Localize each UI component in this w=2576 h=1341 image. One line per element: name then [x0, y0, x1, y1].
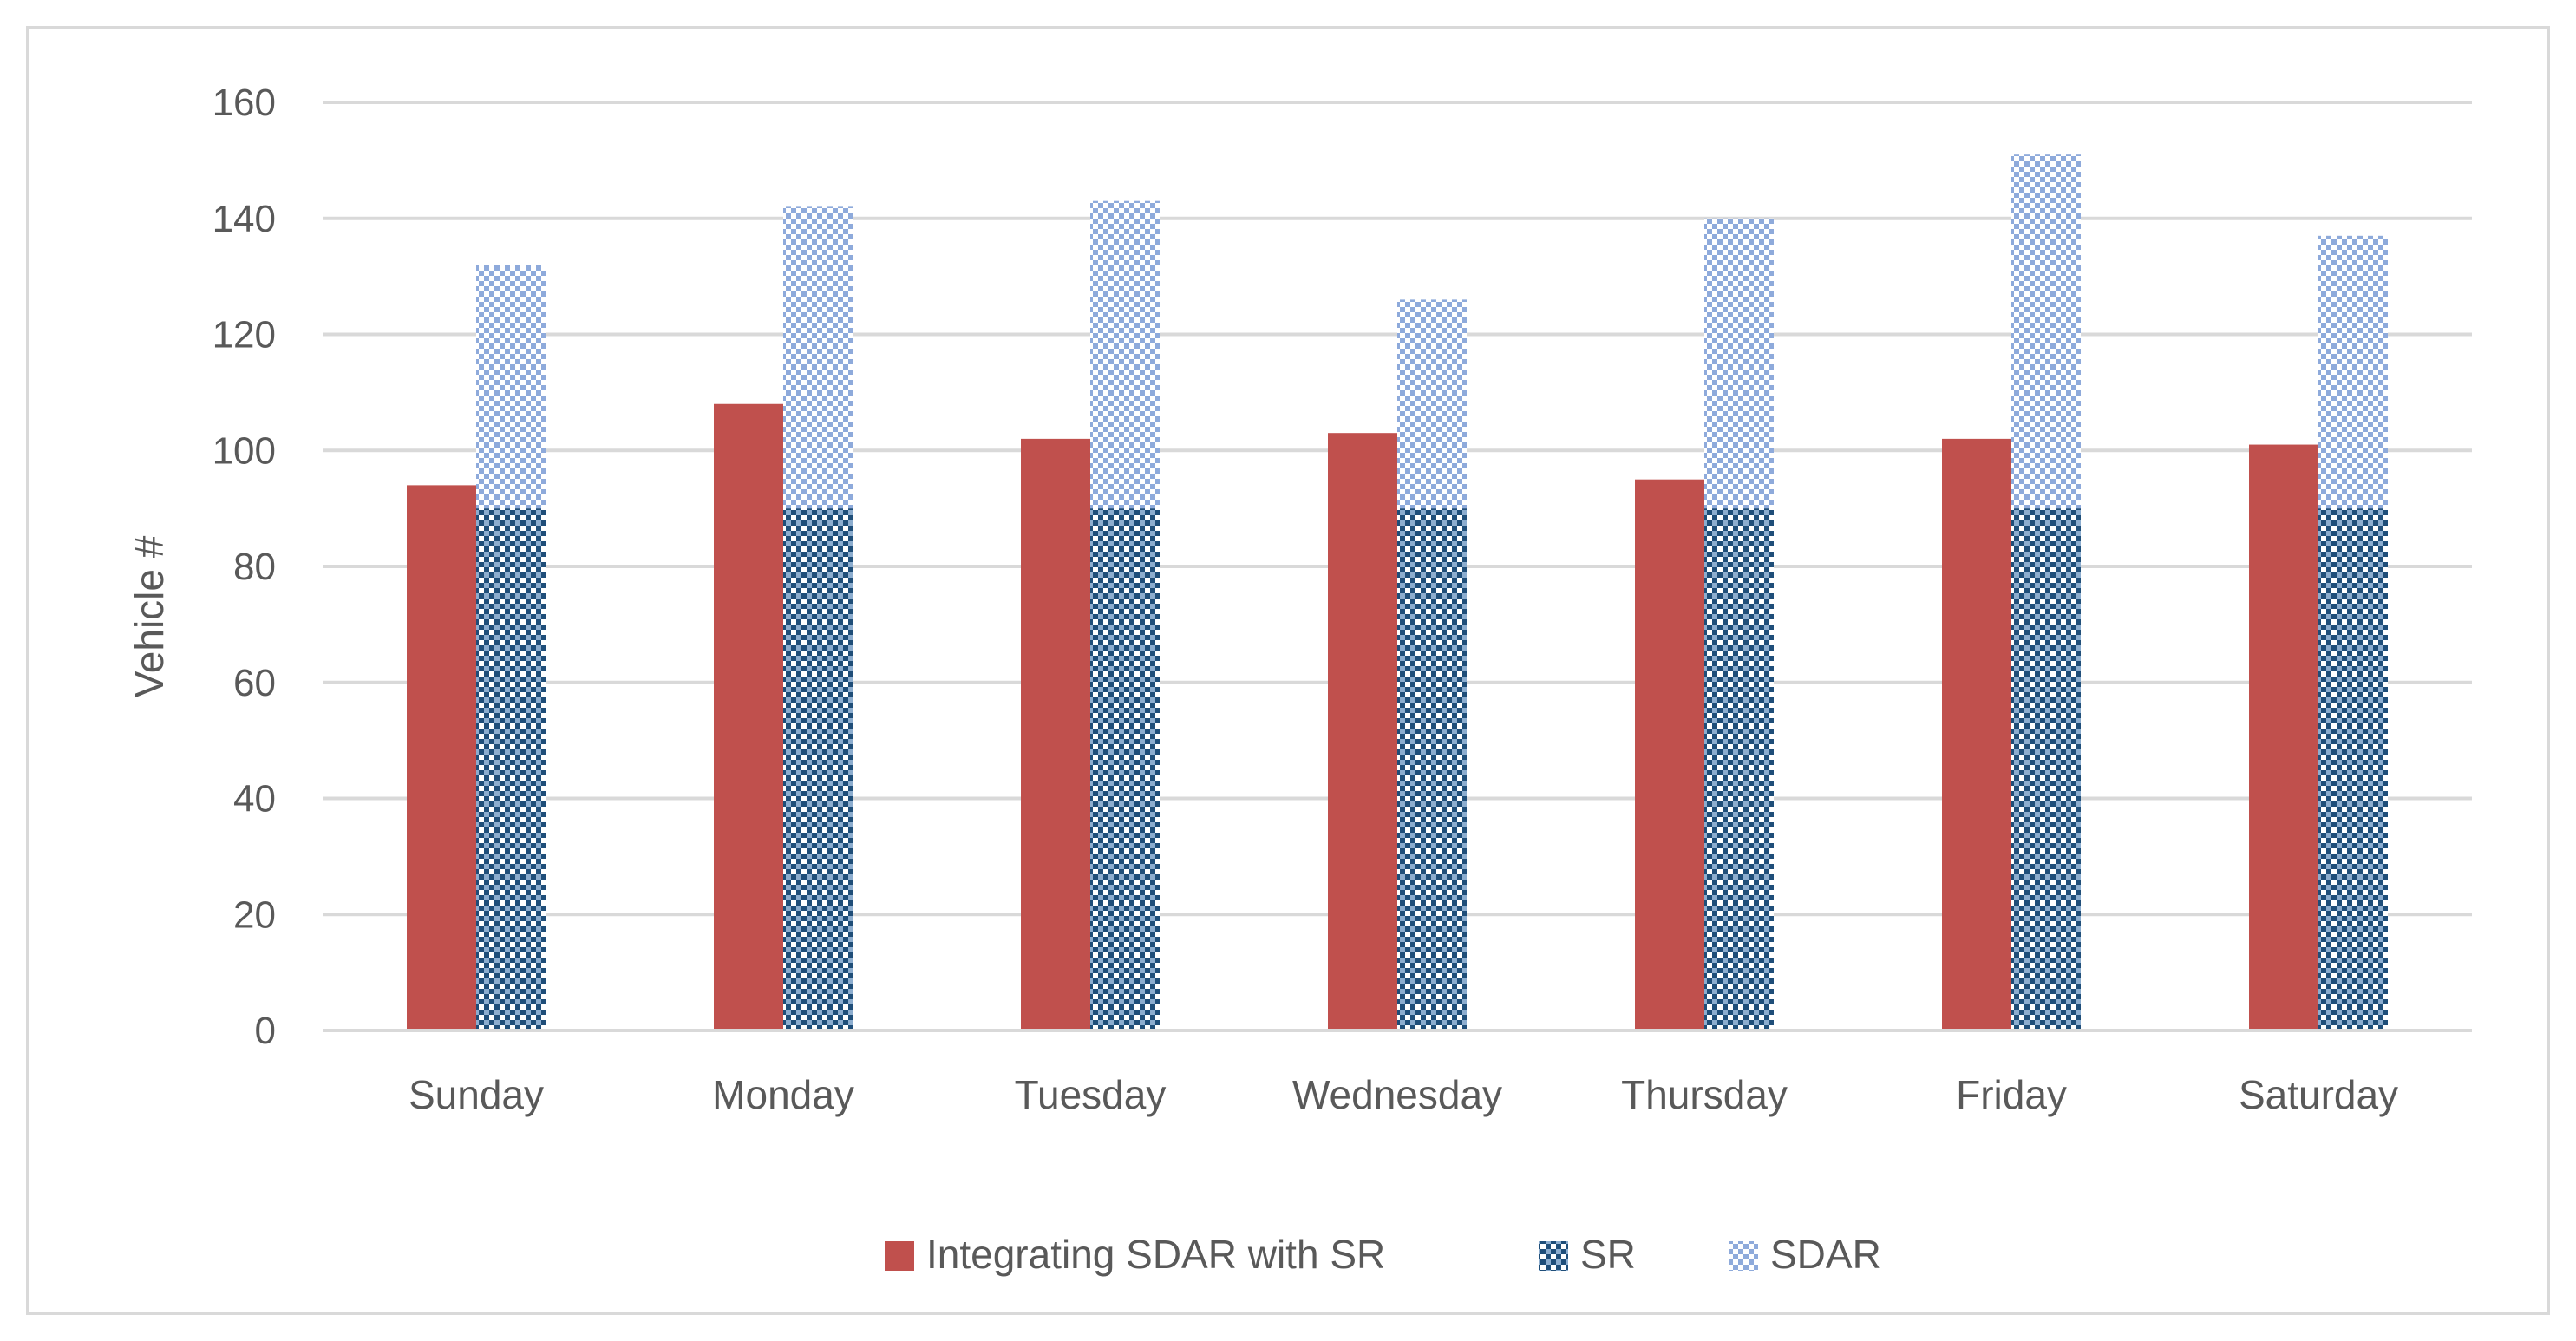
bar-sr-tuesday [1090, 508, 1160, 1030]
legend: Integrating SDAR with SR SR SDAR [885, 1232, 1881, 1277]
y-axis-title: Vehicle # [127, 535, 172, 697]
bar-sdar-tuesday [1090, 200, 1160, 509]
bar-sr-sunday [476, 508, 546, 1030]
legend-swatch [1539, 1241, 1568, 1271]
axes: 0 20 40 60 80 100 120 140 160 Sunday Monday Tuesday… [212, 82, 2472, 1117]
y-tick-label: 160 [212, 82, 276, 124]
bar-sr-thursday [1704, 508, 1774, 1030]
bar-sdar-wednesday [1397, 299, 1467, 509]
x-tick-label: Tuesday [1015, 1072, 1167, 1117]
bar-integrating-saturday [2249, 444, 2318, 1030]
y-tick-label: 120 [212, 314, 276, 357]
legend-label: SDAR [1770, 1232, 1881, 1277]
x-tick-label: Sunday [409, 1072, 544, 1117]
bar-integrating-tuesday [1021, 438, 1090, 1030]
bar-sr-friday [2011, 508, 2081, 1030]
bar-sdar-saturday [2318, 235, 2388, 509]
bar-sdar-sunday [476, 265, 546, 509]
y-tick-label: 40 [233, 778, 276, 821]
bar-sr-wednesday [1397, 508, 1467, 1030]
legend-swatch [1729, 1241, 1758, 1271]
y-tick-label: 140 [212, 198, 276, 240]
legend-label: Integrating SDAR with SR [926, 1232, 1385, 1277]
y-tick-label: 60 [233, 662, 276, 704]
x-tick-label: Friday [1956, 1072, 2067, 1117]
bar-sdar-monday [783, 206, 853, 509]
x-tick-label: Thursday [1621, 1072, 1788, 1117]
y-tick-label: 0 [255, 1010, 276, 1052]
bar-sr-saturday [2318, 508, 2388, 1030]
y-tick-label: 80 [233, 546, 276, 588]
x-tick-label: Saturday [2239, 1072, 2398, 1117]
y-tick-label: 20 [233, 893, 276, 936]
bar-sdar-friday [2011, 154, 2081, 509]
bar-sr-monday [783, 508, 853, 1030]
x-tick-label: Wednesday [1292, 1072, 1502, 1117]
bar-integrating-friday [1942, 438, 2011, 1030]
bar-integrating-wednesday [1328, 433, 1397, 1030]
bar-integrating-thursday [1635, 479, 1704, 1030]
bars [407, 154, 2388, 1030]
legend-swatch [885, 1241, 914, 1271]
bar-integrating-monday [714, 403, 783, 1030]
bar-sdar-thursday [1704, 218, 1774, 509]
x-tick-label: Monday [712, 1072, 854, 1117]
legend-label: SR [1580, 1232, 1636, 1277]
y-tick-label: 100 [212, 429, 276, 472]
bar-integrating-sunday [407, 485, 476, 1030]
